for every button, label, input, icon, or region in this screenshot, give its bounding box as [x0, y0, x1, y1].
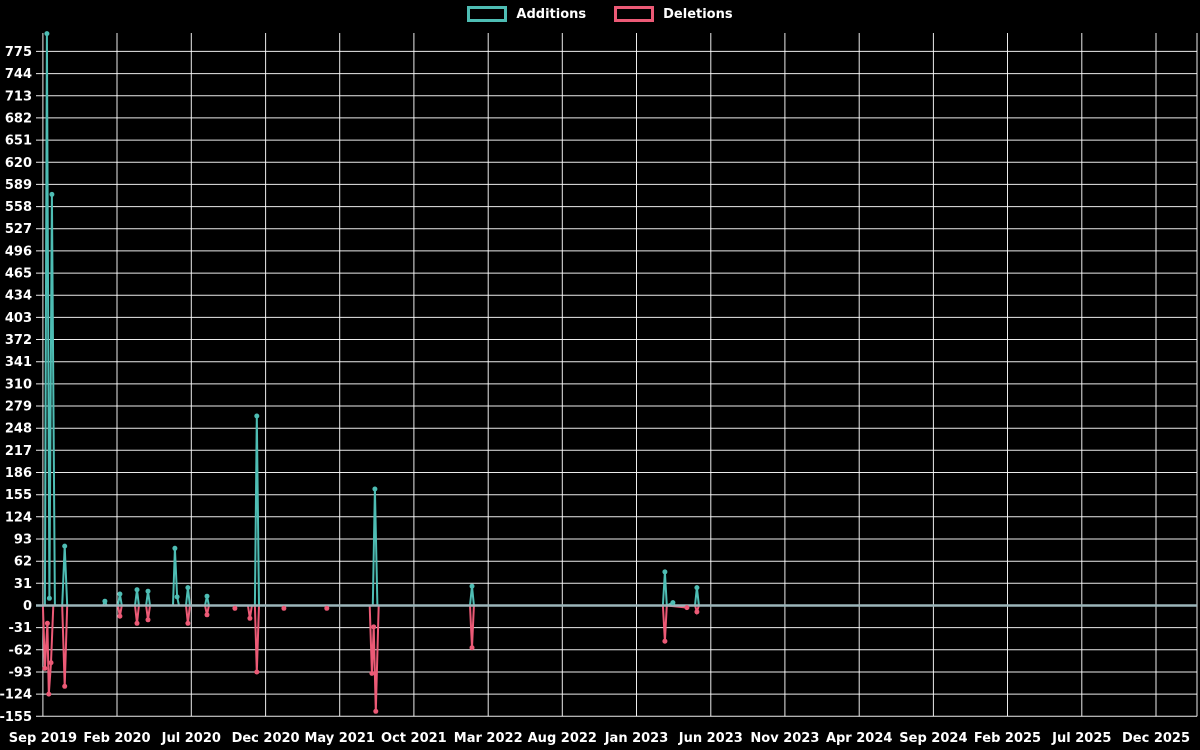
- x-tick-label: May 2021: [304, 731, 375, 746]
- y-tick-label: 651: [5, 134, 32, 149]
- additions-point-marker: [694, 585, 700, 591]
- additions-point-marker: [49, 191, 55, 197]
- x-tick-label: Nov 2023: [750, 731, 819, 746]
- deletions-point-marker: [204, 612, 210, 618]
- deletions-point-marker: [134, 620, 140, 626]
- y-tick-label: 558: [5, 200, 32, 215]
- y-tick-label: 465: [5, 267, 32, 282]
- additions-point-marker: [185, 585, 191, 591]
- y-tick-label: 775: [5, 45, 32, 60]
- deletions-point-marker: [48, 660, 54, 666]
- x-tick-label: Jul 2025: [1051, 731, 1111, 746]
- deletions-point-marker: [117, 613, 123, 619]
- y-tick-label: 341: [5, 355, 32, 370]
- x-tick-label: Dec 2020: [232, 731, 300, 746]
- deletions-point-marker: [145, 617, 151, 623]
- chart-legend: Additions Deletions: [0, 6, 1200, 22]
- y-tick-label: -62: [9, 643, 33, 658]
- legend-label: Deletions: [663, 6, 733, 22]
- x-tick-label: Oct 2021: [381, 731, 447, 746]
- y-tick-label: -93: [9, 666, 33, 681]
- y-tick-label: 372: [5, 333, 32, 348]
- y-tick-label: 31: [14, 577, 32, 592]
- y-tick-label: 0: [23, 599, 32, 614]
- y-tick-label: -31: [9, 621, 33, 636]
- additions-point-marker: [44, 31, 50, 37]
- additions-point-marker: [172, 545, 178, 551]
- legend-label: Additions: [516, 6, 587, 22]
- deletions-point-marker: [324, 605, 330, 611]
- y-tick-label: 155: [5, 488, 32, 503]
- deletions-point-marker: [373, 708, 379, 714]
- deletions-point-marker: [254, 669, 260, 675]
- x-tick-label: Feb 2020: [83, 731, 150, 746]
- x-tick-label: Jan 2023: [604, 731, 669, 746]
- x-tick-label: Sep 2019: [9, 731, 77, 746]
- additions-point-marker: [134, 587, 140, 593]
- y-tick-label: 310: [5, 377, 32, 392]
- additions-swatch-icon: [467, 6, 508, 22]
- y-tick-label: 434: [5, 289, 32, 304]
- y-tick-label: 744: [5, 67, 32, 82]
- additions-point-marker: [117, 591, 123, 597]
- x-tick-label: Mar 2022: [454, 731, 523, 746]
- y-tick-label: -155: [0, 710, 32, 725]
- y-tick-label: 589: [5, 178, 32, 193]
- deletions-point-marker: [185, 620, 191, 626]
- deletions-point-marker: [371, 624, 377, 630]
- x-tick-label: Aug 2022: [528, 731, 597, 746]
- deletions-point-marker: [46, 691, 52, 697]
- additions-point-marker: [469, 583, 475, 589]
- y-tick-label: 527: [5, 222, 32, 237]
- deletions-point-marker: [694, 609, 700, 615]
- deletions-line: [36, 604, 1197, 712]
- y-tick-label: 248: [5, 422, 32, 437]
- y-tick-label: 93: [14, 533, 32, 548]
- y-tick-label: 682: [5, 111, 32, 126]
- deletions-point-marker: [247, 615, 253, 621]
- additions-point-marker: [174, 594, 180, 600]
- deletions-point-marker: [44, 620, 50, 626]
- y-tick-label: 403: [5, 311, 32, 326]
- deletions-point-marker: [662, 638, 668, 644]
- y-tick-label: -124: [0, 688, 32, 703]
- y-tick-label: 186: [5, 466, 32, 481]
- y-tick-label: 124: [5, 510, 32, 525]
- y-tick-label: 620: [5, 156, 32, 171]
- legend-item-deletions[interactable]: Deletions: [614, 6, 733, 22]
- deletions-swatch-icon: [614, 6, 655, 22]
- additions-point-marker: [62, 543, 68, 549]
- additions-point-marker: [46, 595, 52, 601]
- additions-point-marker: [254, 413, 260, 419]
- additions-line: [36, 33, 1197, 608]
- additions-point-marker: [670, 600, 676, 606]
- x-tick-label: Apr 2024: [826, 731, 893, 746]
- y-tick-label: 713: [5, 89, 32, 104]
- deletions-point-marker: [369, 670, 375, 676]
- x-tick-label: Jun 2023: [678, 731, 743, 746]
- additions-point-marker: [204, 593, 210, 599]
- deletions-point-marker: [684, 605, 690, 611]
- additions-point-marker: [102, 598, 108, 604]
- y-tick-label: 217: [5, 444, 32, 459]
- x-tick-label: Dec 2025: [1122, 731, 1190, 746]
- additions-point-marker: [145, 588, 151, 594]
- x-tick-label: Sep 2024: [899, 731, 967, 746]
- y-tick-label: 62: [14, 555, 32, 570]
- deletions-point-marker: [232, 605, 238, 611]
- deletions-point-marker: [62, 683, 68, 689]
- x-tick-label: Jul 2020: [161, 731, 221, 746]
- additions-point-marker: [662, 569, 668, 575]
- x-tick-label: Feb 2025: [974, 731, 1041, 746]
- y-tick-label: 496: [5, 244, 32, 259]
- legend-item-additions[interactable]: Additions: [467, 6, 586, 22]
- deletions-point-marker: [281, 605, 287, 611]
- additions-point-marker: [372, 486, 378, 492]
- deletions-point-marker: [42, 665, 48, 671]
- deletions-point-marker: [469, 645, 475, 651]
- y-tick-label: 279: [5, 400, 32, 415]
